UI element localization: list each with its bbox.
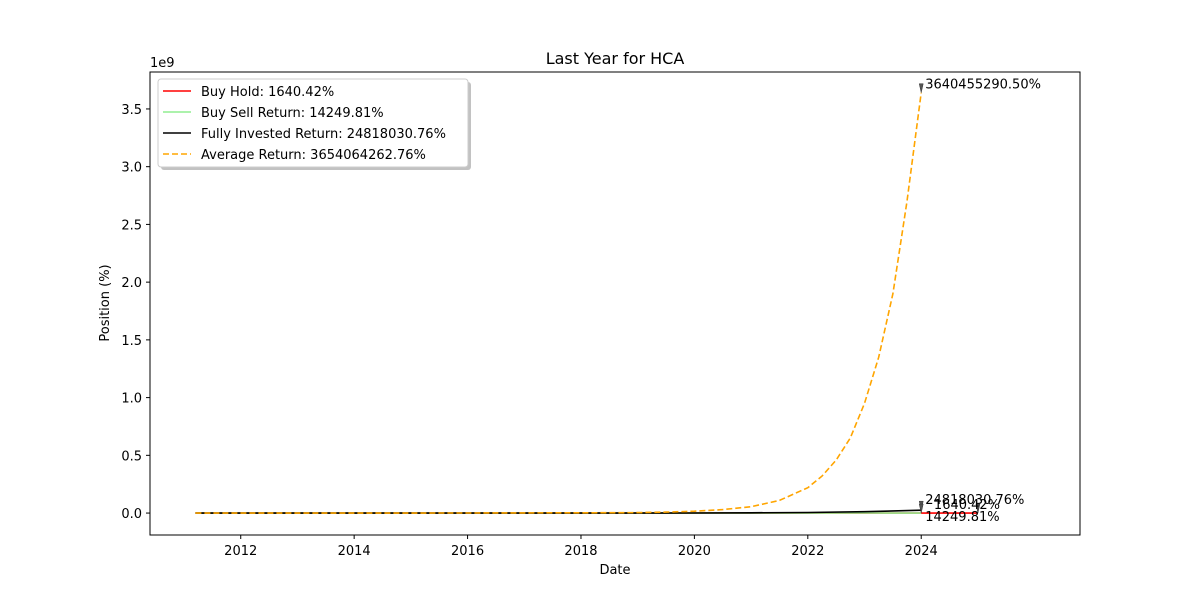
x-tick-label: 2014 [338, 544, 371, 559]
y-axis-scale-label: 1e9 [150, 56, 175, 71]
x-tick-label: 2024 [905, 544, 938, 559]
legend: Buy Hold: 1640.42% Buy Sell Return: 14249… [157, 78, 471, 170]
y-tick-label: 3.5 [121, 103, 142, 118]
legend-box [157, 78, 469, 168]
y-axis-label: Position (%) [98, 264, 113, 341]
legend-entry-label: Buy Hold: 1640.42% [201, 85, 334, 100]
x-tick-label: 2018 [564, 544, 597, 559]
annotation-label: 3640455290.50% [925, 78, 1041, 93]
chart-title: Last Year for HCA [546, 49, 685, 68]
legend-entry-label: Buy Sell Return: 14249.81% [201, 106, 384, 121]
annotation-label: 24818030.76% [925, 493, 1024, 508]
annotation-label: 14249.81% [925, 510, 999, 525]
legend-entry-label: Average Return: 3654064262.76% [201, 148, 426, 163]
axes-layer: 2012 2014 2016 2018 2020 2022 2024 0.0 0.5 1.0 1.5… [121, 103, 937, 559]
x-tick-label: 2016 [451, 544, 484, 559]
x-tick-label: 2020 [678, 544, 711, 559]
y-tick-label: 1.5 [121, 334, 142, 349]
plot-layer: 3640455290.50% 24818030.76% 14249.81%1640.… [195, 78, 1041, 525]
y-tick-label: 3.0 [121, 161, 142, 176]
series-line-3 [195, 92, 922, 514]
y-tick-label: 0.5 [121, 449, 142, 464]
y-tick-label: 2.0 [121, 276, 142, 291]
x-tick-label: 2022 [791, 544, 824, 559]
x-tick-label: 2012 [224, 544, 257, 559]
plot-frame [149, 71, 1081, 536]
annotation-arrow [975, 503, 981, 514]
legend-entry-label: Fully Invested Return: 24818030.76% [201, 127, 446, 142]
y-tick-label: 1.0 [121, 392, 142, 407]
annotation-label: 1640.42% [934, 498, 1000, 513]
x-axis-label: Date [599, 563, 630, 578]
annotation-arrow [918, 503, 924, 514]
y-tick-label: 0.0 [121, 507, 142, 522]
annotation-arrow [918, 83, 924, 93]
y-tick-label: 2.5 [121, 218, 142, 233]
